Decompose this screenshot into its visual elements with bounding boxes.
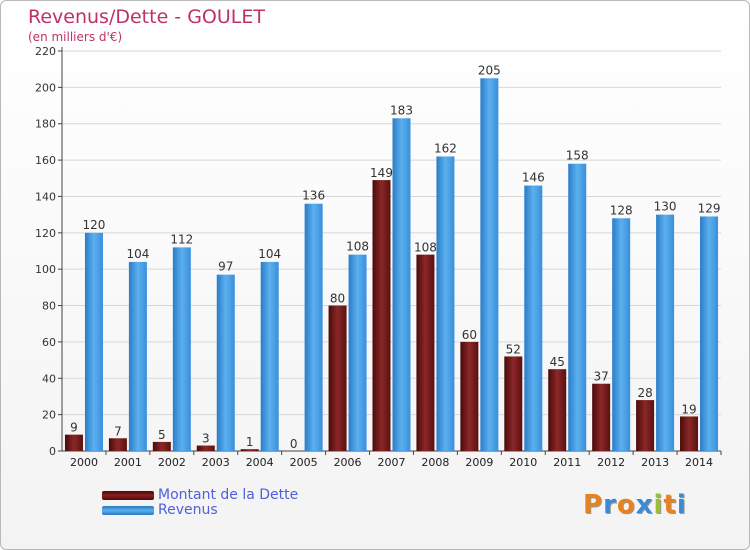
x-tick-label: 2008 — [421, 456, 449, 469]
data-label-revenus: 162 — [434, 141, 457, 155]
data-label-revenus: 136 — [302, 189, 325, 203]
bar-revenus — [524, 185, 543, 451]
x-tick-label: 2009 — [465, 456, 493, 469]
data-label-revenus: 183 — [390, 103, 413, 117]
data-label-dette: 9 — [70, 421, 78, 435]
x-tick-label: 2006 — [334, 456, 362, 469]
bar-dette — [240, 449, 259, 451]
x-tick-label: 2013 — [641, 456, 669, 469]
legend-item-dette: Montant de la Dette — [102, 487, 298, 503]
y-tick-label: 60 — [42, 336, 56, 349]
data-label-dette: 60 — [462, 328, 477, 342]
y-tick-label: 40 — [42, 372, 56, 385]
data-label-dette: 7 — [114, 424, 122, 438]
y-tick-label: 220 — [35, 45, 56, 58]
bar-dette — [196, 445, 215, 451]
data-label-dette: 37 — [594, 370, 609, 384]
proxiti-logo: Proxiti — [583, 490, 687, 520]
bar-revenus — [216, 274, 235, 451]
y-tick-label: 140 — [35, 190, 56, 203]
bar-revenus — [480, 78, 499, 451]
y-tick-label: 80 — [42, 300, 56, 313]
bar-dette — [416, 254, 435, 451]
bar-dette — [504, 356, 523, 451]
bar-revenus — [700, 216, 719, 451]
x-tick-label: 2000 — [70, 456, 98, 469]
data-label-revenus: 129 — [698, 201, 721, 215]
data-label-dette: 3 — [202, 432, 210, 446]
x-tick-label: 2005 — [290, 456, 318, 469]
data-label-dette: 19 — [681, 402, 696, 416]
legend-swatch-revenus — [102, 505, 154, 515]
bar-revenus — [612, 218, 631, 451]
bar-revenus — [84, 232, 103, 451]
data-label-dette: 108 — [414, 241, 437, 255]
data-label-revenus: 104 — [258, 247, 281, 261]
data-label-dette: 149 — [370, 166, 393, 180]
data-label-revenus: 120 — [83, 218, 106, 232]
bar-revenus — [304, 203, 323, 451]
data-label-revenus: 205 — [478, 63, 501, 77]
legend-item-revenus: Revenus — [102, 502, 218, 518]
bar-dette — [152, 441, 171, 451]
x-tick-label: 2002 — [158, 456, 186, 469]
x-tick-label: 2011 — [553, 456, 581, 469]
data-label-dette: 52 — [506, 342, 521, 356]
y-tick-label: 120 — [35, 227, 56, 240]
data-label-revenus: 158 — [566, 149, 589, 163]
bar-dette — [636, 400, 655, 451]
x-tick-label: 2010 — [509, 456, 537, 469]
y-tick-label: 160 — [35, 154, 56, 167]
bar-revenus — [568, 163, 587, 451]
data-label-dette: 0 — [290, 437, 298, 451]
bar-revenus — [348, 254, 367, 451]
bar-revenus — [260, 261, 279, 451]
data-label-revenus: 108 — [346, 240, 369, 254]
x-tick-label: 2004 — [246, 456, 274, 469]
x-tick-label: 2007 — [378, 456, 406, 469]
data-label-revenus: 112 — [170, 232, 193, 246]
chart-subtitle: (en milliers d'€) — [28, 30, 123, 44]
legend-swatch-dette — [102, 490, 154, 500]
y-tick-label: 100 — [35, 263, 56, 276]
bar-dette — [372, 180, 391, 451]
bar-revenus — [128, 261, 147, 451]
bar-dette — [548, 369, 567, 451]
data-label-dette: 28 — [637, 386, 652, 400]
data-label-dette: 80 — [330, 292, 345, 306]
x-tick-label: 2001 — [114, 456, 142, 469]
y-tick-label: 200 — [35, 81, 56, 94]
data-label-dette: 5 — [158, 428, 166, 442]
data-label-dette: 45 — [550, 355, 565, 369]
bar-revenus — [172, 247, 191, 451]
x-tick-label: 2012 — [597, 456, 625, 469]
bar-revenus — [656, 214, 675, 451]
data-label-revenus: 97 — [218, 260, 233, 274]
data-label-revenus: 128 — [610, 203, 633, 217]
legend-label-revenus: Revenus — [158, 502, 218, 518]
x-tick-label: 2014 — [685, 456, 713, 469]
bar-revenus — [436, 156, 455, 452]
bar-dette — [328, 305, 347, 451]
data-label-revenus: 130 — [654, 200, 677, 214]
bar-dette — [592, 383, 611, 451]
bar-dette — [64, 434, 83, 451]
bar-dette — [108, 438, 127, 451]
y-tick-label: 20 — [42, 409, 56, 422]
y-tick-label: 0 — [49, 445, 56, 458]
data-label-revenus: 104 — [126, 247, 149, 261]
y-tick-label: 180 — [35, 118, 56, 131]
data-label-dette: 1 — [246, 435, 254, 449]
bar-revenus — [392, 118, 411, 451]
x-tick-label: 2003 — [202, 456, 230, 469]
bar-dette — [460, 341, 479, 451]
bar-dette — [680, 416, 699, 451]
legend-label-dette: Montant de la Dette — [158, 487, 299, 503]
data-label-revenus: 146 — [522, 171, 545, 185]
chart-title: Revenus/Dette - GOULET — [28, 6, 265, 28]
